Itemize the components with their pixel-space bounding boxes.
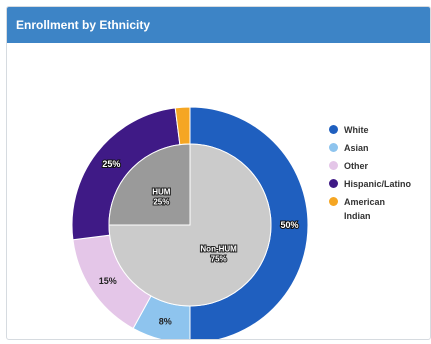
inner-label-hum: HUM [152, 187, 171, 196]
legend-swatch-other [329, 161, 338, 170]
outer-label-other: 15% [99, 276, 117, 286]
legend-item-white[interactable]: White [329, 123, 411, 137]
legend-swatch-american-indian [329, 197, 338, 206]
outer-label-hispanic-latino: 25% [102, 159, 120, 169]
legend-label-asian: Asian [344, 143, 369, 153]
legend-label-american-indian: American Indian [344, 197, 386, 221]
legend-swatch-white [329, 125, 338, 134]
legend-label-hispanic-latino: Hispanic/Latino [344, 179, 412, 189]
legend-label-white: White [344, 125, 369, 135]
outer-label-white: 50% [280, 220, 298, 230]
chart-area: 50% 8% 15% 25% Non-HUM 75% HUM 25% White Asian … [7, 43, 430, 339]
inner-value-non-hum: 75% [211, 255, 227, 264]
enrollment-card: Enrollment by Ethnicity 50% 8% 15% 25% Non-H… [6, 6, 431, 340]
legend-item-other[interactable]: Other [329, 159, 411, 173]
legend-item-asian[interactable]: Asian [329, 141, 411, 155]
legend-item-american-indian[interactable]: American Indian [329, 195, 411, 223]
inner-label-non-hum: Non-HUM [200, 245, 237, 254]
inner-value-hum: 25% [153, 197, 169, 206]
legend-swatch-asian [329, 143, 338, 152]
card-title: Enrollment by Ethnicity [7, 7, 430, 43]
inner-slice-hum[interactable] [108, 143, 191, 226]
outer-label-asian: 8% [159, 316, 172, 326]
chart-legend: White Asian Other Hispanic/Latino Americ… [329, 123, 411, 227]
legend-item-hispanic-latino[interactable]: Hispanic/Latino [329, 177, 411, 191]
legend-swatch-hispanic-latino [329, 179, 338, 188]
legend-label-other: Other [344, 161, 369, 171]
